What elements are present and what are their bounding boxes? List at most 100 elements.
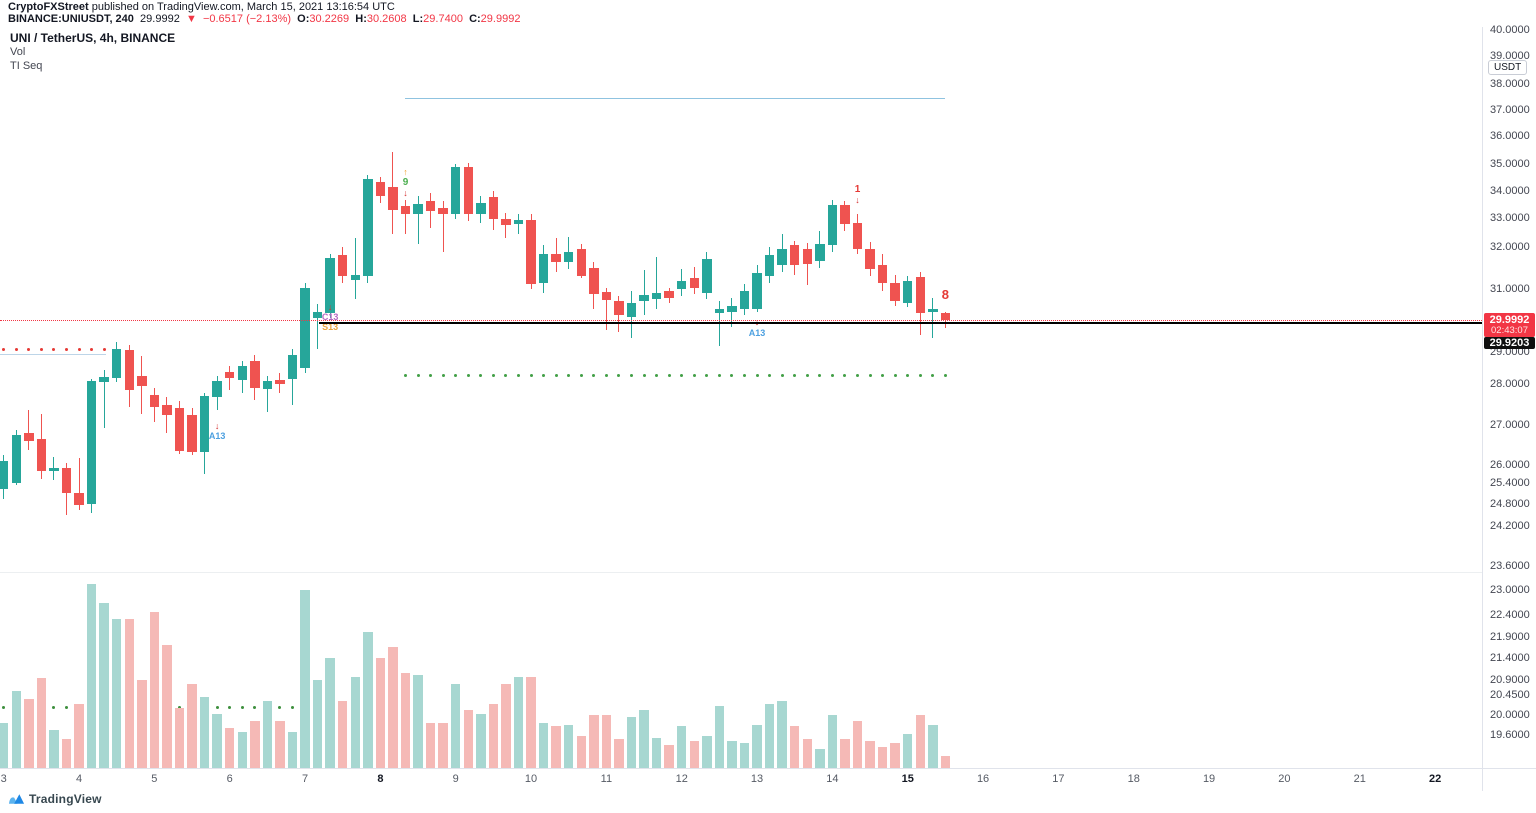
candle[interactable] [538, 254, 549, 283]
candle[interactable] [287, 355, 298, 380]
candle[interactable] [350, 274, 361, 281]
volume-bar[interactable] [576, 735, 587, 768]
candle[interactable] [476, 203, 486, 215]
time-axis[interactable]: 3 4 5 6 7 8 9 10 11 12 13 14 15 16 17 18 19 20 21 22 [0, 768, 1482, 791]
candle[interactable] [224, 372, 235, 379]
candle[interactable] [149, 394, 160, 408]
volume-bar[interactable] [400, 672, 411, 768]
candle[interactable] [639, 295, 649, 301]
candle[interactable] [74, 493, 84, 506]
volume-bar[interactable] [438, 722, 448, 768]
volume-bar[interactable] [676, 726, 687, 768]
volume-bar[interactable] [425, 722, 436, 768]
candle[interactable] [0, 460, 9, 489]
volume-bar[interactable] [538, 722, 549, 768]
candle[interactable] [212, 381, 222, 397]
volume-bar[interactable] [651, 737, 662, 768]
volume-bar[interactable] [639, 709, 649, 768]
candle[interactable] [551, 254, 561, 263]
volume-bar[interactable] [501, 683, 511, 768]
candle[interactable] [777, 248, 787, 265]
volume-bar[interactable] [915, 715, 926, 768]
candle[interactable] [689, 278, 700, 289]
volume-bar[interactable] [24, 698, 34, 768]
volume-bar[interactable] [476, 713, 486, 768]
candle[interactable] [526, 220, 536, 284]
tradingview-logo-icon[interactable] [8, 792, 25, 806]
volume-bar[interactable] [450, 683, 461, 768]
legend-tiseq-indicator[interactable]: TI Seq [10, 60, 43, 72]
volume-bar[interactable] [626, 717, 637, 768]
volume-bar[interactable] [86, 584, 97, 768]
volume-bar[interactable] [463, 709, 474, 768]
volume-bar[interactable] [488, 704, 499, 768]
volume-bar[interactable] [363, 632, 373, 768]
candle[interactable] [676, 281, 687, 290]
left-support-blue[interactable] [0, 354, 106, 356]
volume-bar[interactable] [802, 739, 813, 768]
candle[interactable] [262, 381, 273, 389]
volume-bar[interactable] [162, 645, 172, 768]
candle[interactable] [576, 248, 587, 276]
volume-bar[interactable] [187, 683, 197, 768]
volume-bar[interactable] [852, 720, 863, 768]
candle[interactable] [363, 179, 373, 276]
chart-plot-area[interactable]: ↓ A13 ↓ C13 S13 ↑ 9 ↓ 1 ↓ ↓ A13 8 [0, 27, 1482, 768]
volume-bar[interactable] [124, 619, 134, 768]
volume-bar[interactable] [337, 700, 348, 768]
volume-bar[interactable] [312, 680, 323, 768]
candle[interactable] [237, 366, 247, 381]
volume-bar[interactable] [174, 707, 185, 768]
volume-bar[interactable] [689, 741, 700, 768]
volume-bar[interactable] [388, 646, 398, 768]
volume-bar[interactable] [212, 713, 222, 768]
candle[interactable] [664, 291, 674, 299]
candle[interactable] [61, 467, 72, 494]
volume-bar[interactable] [563, 724, 574, 768]
candle[interactable] [86, 381, 97, 504]
candle[interactable] [11, 435, 21, 483]
volume-bar[interactable] [890, 743, 900, 768]
candle[interactable] [413, 204, 423, 215]
volume-bar[interactable] [99, 602, 109, 768]
candle[interactable] [199, 395, 210, 452]
candle[interactable] [727, 305, 737, 313]
volume-bar[interactable] [601, 715, 612, 768]
volume-bar[interactable] [250, 720, 260, 768]
volume-bar[interactable] [702, 735, 712, 768]
candle[interactable] [99, 376, 109, 383]
volume-bar[interactable] [350, 676, 361, 768]
volume-bar[interactable] [275, 720, 285, 768]
candle[interactable] [187, 415, 197, 452]
volume-bar[interactable] [664, 744, 674, 768]
candle[interactable] [827, 205, 838, 246]
volume-bar[interactable] [739, 743, 750, 768]
candle[interactable] [902, 281, 913, 303]
price-axis[interactable]: USDT 29.9992 02:43:07 29.9203 40.0000 39.… [1482, 24, 1536, 768]
volume-bar[interactable] [815, 748, 825, 768]
candle[interactable] [275, 380, 285, 384]
volume-bar[interactable] [137, 680, 147, 768]
candle[interactable] [752, 273, 762, 309]
candle[interactable] [300, 288, 310, 369]
candle[interactable] [802, 248, 813, 264]
candle[interactable] [714, 308, 725, 314]
candle[interactable] [865, 248, 875, 270]
candle[interactable] [852, 223, 863, 249]
candle[interactable] [375, 181, 386, 197]
volume-bar[interactable] [928, 724, 938, 768]
volume-bar[interactable] [840, 739, 850, 768]
volume-bar[interactable] [752, 724, 762, 768]
candle[interactable] [24, 433, 34, 441]
candle[interactable] [49, 467, 59, 472]
volume-bar[interactable] [789, 726, 800, 768]
last-price-dotted-overlay[interactable] [0, 320, 1482, 321]
volume-bar[interactable] [300, 589, 310, 768]
volume-bar[interactable] [375, 658, 386, 768]
candle[interactable] [877, 264, 888, 283]
volume-bar[interactable] [589, 715, 599, 768]
support-black-line-overlay[interactable] [319, 322, 1482, 325]
candle[interactable] [513, 220, 524, 224]
volume-bar[interactable] [551, 726, 561, 768]
tradingview-logo-text[interactable]: TradingView [29, 792, 102, 806]
